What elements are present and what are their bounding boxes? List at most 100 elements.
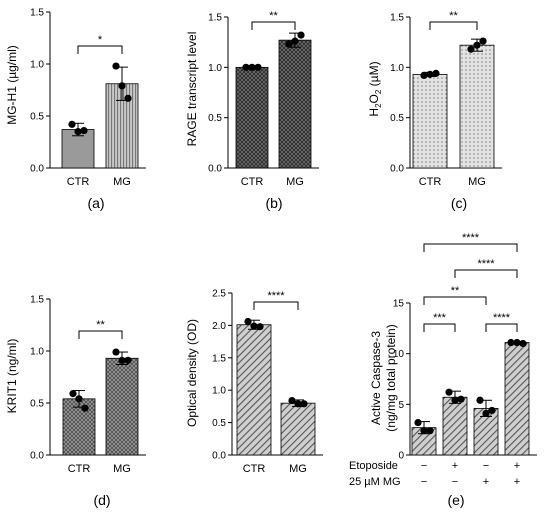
data-point [414, 418, 422, 427]
y-tick-label: 2.5 [212, 289, 226, 300]
x-tick-label: CTR [243, 463, 266, 475]
bar [236, 324, 272, 456]
bar [412, 73, 448, 169]
data-point [242, 63, 250, 71]
x-tick-label: MG [468, 176, 486, 188]
data-point [118, 356, 126, 364]
y-tick-label: 1.5 [208, 13, 222, 24]
treatment-sign: + [514, 476, 520, 488]
significance-bracket [485, 323, 518, 332]
panel-label-b: (b) [265, 195, 282, 211]
data-point [451, 396, 459, 404]
x-tick-label: CTR [67, 176, 90, 188]
x-tick-label: MG [286, 176, 304, 188]
data-point [479, 37, 487, 45]
significance-bracket [429, 21, 478, 30]
treatment-sign: − [421, 460, 427, 472]
y-axis-title-caspase-2: (ng/mg total protein) [384, 324, 398, 431]
x-tick-label: MG [289, 463, 307, 475]
data-point [432, 69, 440, 77]
data-point [513, 338, 521, 347]
data-point [112, 62, 120, 70]
data-point [288, 396, 296, 405]
significance-label: **** [477, 258, 495, 270]
data-point [250, 322, 258, 330]
chart-panel-3: 0.0 0.5 1.0 1.5 CTR MG ** [390, 10, 502, 188]
data-point [420, 427, 428, 435]
significance-bracket [253, 301, 299, 310]
chart-panel-5: 0.0 0.5 1.0 1.5 2.0 2.5 CTR MG **** [212, 289, 323, 475]
y-tick-label: 1.5 [212, 353, 226, 364]
x-tick-label: MG [113, 463, 131, 475]
bar [459, 44, 495, 169]
panel-label-d: (d) [93, 492, 110, 508]
y-tick-label: 0 [398, 451, 404, 462]
y-tick-label: 0.5 [208, 113, 222, 124]
treatment-sign: + [483, 476, 489, 488]
y-tick-label: 1.0 [30, 60, 44, 71]
data-point [68, 120, 76, 128]
data-point [488, 406, 496, 415]
bar [504, 342, 530, 456]
bar [280, 402, 316, 456]
significance-bracket [251, 21, 296, 30]
chart-panel-1: 0.0 0.5 1.0 1.5 CTR MG * [30, 8, 146, 188]
y-axis-title-a: MG-H1 (µg/ml) [5, 45, 19, 125]
significance-label: **** [493, 312, 511, 324]
y-tick-label: 1.0 [390, 63, 404, 74]
significance-label: *** [433, 312, 447, 324]
significance-label: **** [267, 290, 285, 302]
y-tick-label: 1.0 [212, 386, 226, 397]
y-tick-label: 10 [393, 349, 405, 360]
x-tick-label: CTR [68, 463, 91, 475]
significance-bracket [454, 269, 518, 278]
significance-label: ** [449, 10, 458, 22]
treatment-label-mg: 25 µM MG [349, 476, 401, 488]
panel-label-c: (c) [451, 195, 467, 211]
y-tick-label: 0.0 [30, 451, 44, 462]
significance-label: **** [462, 232, 480, 244]
y-tick-label: 0.0 [212, 451, 226, 462]
data-point [297, 31, 305, 39]
data-point [519, 339, 527, 348]
x-tick-label: CTR [419, 176, 442, 188]
treatment-sign: − [483, 460, 489, 472]
panel-label-a: (a) [87, 195, 104, 211]
x-tick-label: CTR [241, 176, 264, 188]
y-tick-label: 1.5 [30, 8, 44, 19]
data-point [467, 45, 475, 53]
y-tick-label: 2.0 [212, 321, 226, 332]
y-tick-label: 0.5 [212, 418, 226, 429]
data-point [80, 126, 88, 135]
y-axis-title-d: KRIT1 (ng/ml) [5, 339, 19, 414]
y-tick-label: 0.5 [390, 113, 404, 124]
data-point [426, 70, 434, 78]
data-point [507, 338, 515, 347]
data-point [74, 128, 82, 136]
data-point [112, 348, 120, 356]
data-point [254, 63, 262, 71]
data-point [473, 41, 481, 49]
significance-bracket [423, 243, 518, 252]
y-axis-title-e-optical: Optical density (OD) [185, 319, 199, 427]
significance-label: ** [269, 10, 278, 22]
data-point [445, 388, 453, 396]
chart-panel-2: 0.0 0.5 1.0 1.5 CTR MG ** [208, 10, 319, 188]
bar [278, 39, 312, 169]
y-tick-label: 0.5 [30, 112, 44, 123]
data-point [244, 317, 252, 326]
bar [235, 66, 269, 169]
significance-bracket [423, 323, 456, 332]
x-tick-label: MG [113, 176, 131, 188]
bar [442, 396, 468, 456]
data-point [291, 37, 299, 45]
data-point [482, 409, 490, 418]
treatment-sign: − [421, 476, 427, 488]
y-tick-label: 1.0 [30, 347, 44, 358]
data-point [248, 63, 256, 71]
y-tick-label: 0.0 [390, 164, 404, 175]
y-axis-title-c: H2O2 (µM) [367, 61, 383, 116]
panel-label-e-optical: (e) [447, 492, 464, 508]
